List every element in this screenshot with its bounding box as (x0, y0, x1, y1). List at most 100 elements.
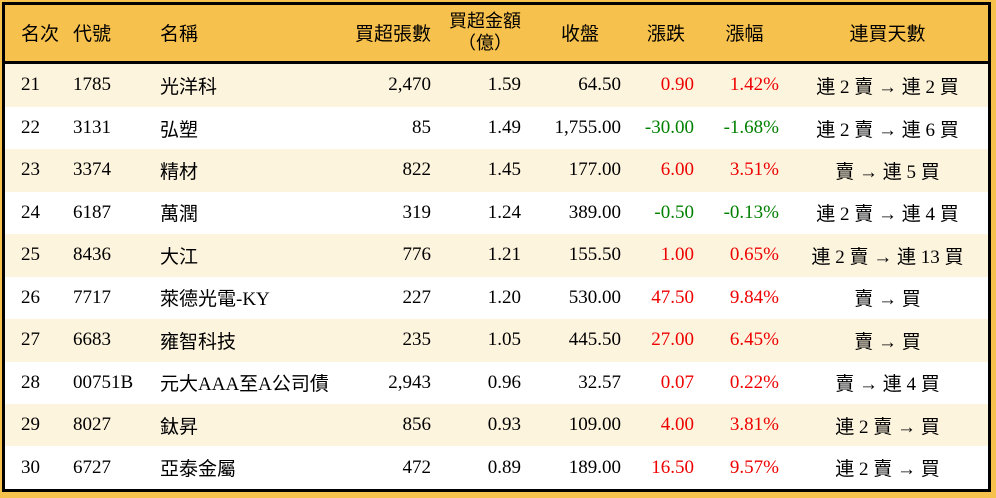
cell-change-pct: 1.42% (729, 74, 779, 96)
cell-change-pct: 0.22% (729, 371, 779, 393)
cell-rank: 28 (21, 371, 40, 393)
cell-streak: 賣 → 買 (854, 289, 921, 311)
cell-change: -0.50 (654, 201, 694, 223)
cell-rank: 24 (21, 201, 40, 223)
header-cell-close: 收盤 (530, 5, 630, 64)
cell-name: 光洋科 (160, 76, 218, 98)
cell-volume: 776 (402, 244, 432, 266)
cell-streak: 連 2 賣 → 連 6 買 (816, 119, 959, 141)
header-cell-name: 名稱 (150, 5, 345, 64)
cell-change: 0.07 (660, 371, 694, 393)
cell-code: 6683 (73, 329, 111, 351)
cell-code: 00751B (73, 371, 134, 393)
table-row: 22 3131 弘塑 85 1.49 1,755.00 -30.00 -1.68% 連 2 賣 … (5, 106, 988, 150)
cell-volume: 227 (402, 286, 432, 308)
table-header-row: 名次 代號 名稱 買超張數 買超金額 （億） 收盤 漲跌 漲幅 連買天數 (5, 5, 988, 64)
table-row: 26 7717 萊德光電-KY 227 1.20 530.00 47.50 9.84% 賣 → … (5, 276, 988, 320)
table-row: 27 6683 雍智科技 235 1.05 445.50 27.00 6.45% 賣 → 買 (5, 319, 988, 362)
cell-rank: 23 (21, 159, 40, 181)
cell-rank: 29 (21, 414, 40, 436)
cell-close: 155.50 (568, 244, 621, 266)
header-cell-code: 代號 (65, 5, 150, 64)
table-row: 23 3374 精材 822 1.45 177.00 6.00 3.51% 賣 → 連 5 買 (5, 149, 988, 192)
cell-streak: 賣 → 連 5 買 (835, 161, 940, 183)
cell-amount: 1.49 (487, 117, 521, 139)
cell-close: 177.00 (568, 159, 621, 181)
header-cell-change-pct: 漲幅 (702, 5, 787, 64)
table-header: 名次 代號 名稱 買超張數 買超金額 （億） 收盤 漲跌 漲幅 連買天數 (5, 5, 988, 64)
cell-change-pct: -1.68% (723, 117, 779, 139)
cell-change-pct: -0.13% (723, 201, 779, 223)
cell-close: 109.00 (568, 414, 621, 436)
cell-change: -30.00 (644, 117, 694, 139)
cell-change-pct: 0.65% (729, 244, 779, 266)
cell-rank: 30 (21, 456, 40, 478)
cell-amount: 1.59 (487, 74, 521, 96)
cell-name: 雍智科技 (160, 331, 237, 353)
table-row: 24 6187 萬潤 319 1.24 389.00 -0.50 -0.13% 連 2 賣 → … (5, 191, 988, 235)
cell-amount: 0.96 (487, 371, 521, 393)
table-body: 21 1785 光洋科 2,470 1.59 64.50 0.90 1.42% 連 2 賣 → … (5, 62, 988, 489)
cell-change-pct: 3.81% (729, 414, 779, 436)
cell-code: 6187 (73, 201, 111, 223)
cell-amount: 1.20 (487, 286, 521, 308)
header-cell-change: 漲跌 (630, 5, 702, 64)
cell-code: 3374 (73, 159, 111, 181)
header-cell-rank: 名次 (5, 5, 65, 64)
table-row: 29 8027 鈦昇 856 0.93 109.00 4.00 3.81% 連 2 賣 → 買 (5, 403, 988, 447)
cell-code: 1785 (73, 74, 111, 96)
cell-volume: 319 (402, 201, 432, 223)
cell-rank: 21 (21, 74, 40, 96)
cell-change: 0.90 (660, 74, 694, 96)
header-cell-amount-line2: （億） (458, 32, 512, 53)
cell-code: 8027 (73, 414, 111, 436)
cell-volume: 472 (402, 456, 432, 478)
cell-volume: 85 (412, 117, 431, 139)
cell-code: 8436 (73, 244, 111, 266)
cell-streak: 連 2 賣 → 買 (835, 459, 940, 481)
cell-name: 精材 (160, 161, 199, 183)
table-row: 25 8436 大江 776 1.21 155.50 1.00 0.65% 連 2 賣 → 連 … (5, 234, 988, 277)
cell-rank: 26 (21, 286, 40, 308)
cell-volume: 856 (402, 414, 432, 436)
cell-name: 萬潤 (160, 204, 199, 226)
cell-volume: 235 (402, 329, 432, 351)
header-cell-amount: 買超金額 （億） (440, 5, 530, 64)
cell-streak: 連 2 賣 → 連 4 買 (816, 204, 959, 226)
header-cell-streak: 連買天數 (787, 5, 988, 64)
cell-change-pct: 6.45% (729, 329, 779, 351)
ranking-table-frame: 名次 代號 名稱 買超張數 買超金額 （億） 收盤 漲跌 漲幅 連買天數 21 1… (2, 2, 991, 492)
cell-amount: 1.24 (487, 201, 521, 223)
cell-volume: 822 (402, 159, 432, 181)
cell-amount: 1.21 (487, 244, 521, 266)
cell-close: 189.00 (568, 456, 621, 478)
cell-change: 6.00 (660, 159, 694, 181)
cell-name: 亞泰金屬 (160, 459, 237, 481)
cell-rank: 22 (21, 117, 40, 139)
cell-close: 389.00 (568, 201, 621, 223)
cell-close: 1,755.00 (554, 117, 622, 139)
cell-amount: 0.89 (487, 456, 521, 478)
cell-streak: 賣 → 買 (854, 331, 921, 353)
cell-rank: 25 (21, 244, 40, 266)
cell-name: 大江 (160, 246, 199, 268)
cell-name: 萊德光電-KY (160, 289, 270, 311)
cell-change: 4.00 (660, 414, 694, 436)
cell-name: 弘塑 (160, 119, 199, 141)
cell-change-pct: 3.51% (729, 159, 779, 181)
cell-streak: 連 2 賣 → 買 (835, 416, 940, 438)
header-cell-amount-line1: 買超金額 (449, 11, 521, 32)
cell-streak: 連 2 賣 → 連 2 買 (816, 76, 959, 98)
cell-rank: 27 (21, 329, 40, 351)
cell-amount: 1.45 (487, 159, 521, 181)
table-row: 30 6727 亞泰金屬 472 0.89 189.00 16.50 9.57% 連 2 賣 →… (5, 446, 988, 489)
cell-close: 64.50 (578, 74, 621, 96)
cell-change: 1.00 (660, 244, 694, 266)
cell-change: 16.50 (651, 456, 694, 478)
cell-close: 445.50 (568, 329, 621, 351)
cell-change-pct: 9.84% (729, 286, 779, 308)
cell-change-pct: 9.57% (729, 456, 779, 478)
cell-amount: 0.93 (487, 414, 521, 436)
buy-ranking-table: 名次 代號 名稱 買超張數 買超金額 （億） 收盤 漲跌 漲幅 連買天數 21 1… (5, 5, 988, 489)
cell-close: 530.00 (568, 286, 621, 308)
